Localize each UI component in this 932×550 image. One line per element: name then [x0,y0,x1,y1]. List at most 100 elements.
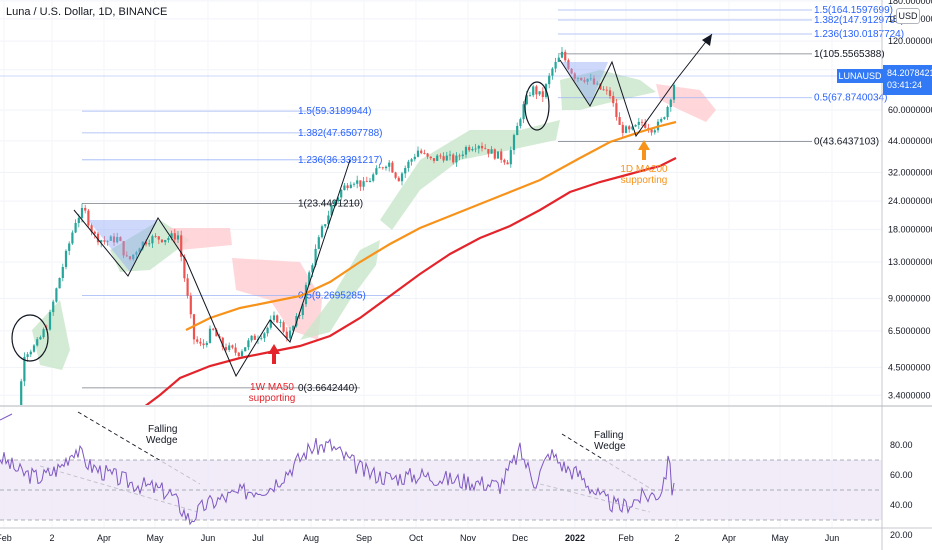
pattern-fill [88,220,158,272]
candle-body [541,91,544,98]
candle-body [432,158,436,161]
wedge1-upper-line [77,411,201,485]
chart-title: Luna / U.S. Dollar, 1D, BINANCE [6,6,168,18]
arrow-head [702,34,712,46]
candle-body [314,248,317,266]
candle-body [445,155,448,161]
candle-body [160,239,164,243]
candle-body [477,145,480,149]
ma50-label: 1W MA50 [250,382,294,393]
ma50-label-sub: supporting [249,393,296,404]
candle-body [423,153,426,154]
candle-body [391,162,394,173]
candle-body [471,149,474,151]
time-tick-label: Apr [97,533,111,543]
candle-body [183,256,186,279]
fib-level-label: 1.236(130.0187724) [814,29,904,40]
candle-body [343,185,346,191]
candle-body [93,231,96,234]
candle-body [224,347,228,350]
time-tick-label: Feb [0,533,12,543]
candle-body [346,185,349,189]
wedge2-label-sub: Wedge [594,441,626,452]
candle-body [637,121,640,125]
candle-body [404,168,407,174]
highlight-circle [524,81,550,131]
candle-body [503,159,506,163]
price-tick-label: 32.0000000 [888,167,932,177]
candle-body [125,255,128,257]
ma50-line [144,157,677,405]
candle-body [660,119,663,122]
candle-body [164,240,167,243]
candle-body [506,162,509,165]
candle-body [269,320,272,328]
candle-body [525,95,528,105]
candle-body [26,354,29,357]
candle-body [317,237,320,249]
candle-body [135,252,138,255]
last-price-box: 84.2078421 03:41:24 [883,65,932,95]
candle-body [64,250,68,267]
fib-level-label: 0.5(67.8740034) [814,93,887,104]
candle-body [560,51,564,58]
candle-body [375,168,378,175]
candle-body [634,124,637,127]
candle-body [36,339,39,346]
candle-body [333,201,336,206]
candle-body [90,225,93,232]
candle-body [663,117,666,120]
candle-body [439,155,442,157]
candle-body [580,77,583,81]
candle-body [567,60,570,69]
ma200-label-sub: supporting [621,175,668,186]
candle-body [644,122,647,128]
time-tick-label: Jul [252,533,264,543]
cloud-segment [232,258,322,340]
candle-body [605,89,608,91]
fib-level-label: 1(105.5565388) [814,49,885,60]
candle-body [464,147,468,155]
currency-button[interactable]: USD [896,8,920,24]
candle-body [247,340,250,348]
rsi-tick-label: 40.00 [890,500,913,510]
candle-body [80,207,84,218]
candle-body [244,347,247,352]
candle-body [48,312,52,330]
candle-body [452,154,455,163]
candle-body [365,181,368,183]
candle-body [407,161,410,169]
last-price-value: 84.2078421 [887,68,932,78]
candle-body [100,240,103,243]
candle-body [410,159,413,162]
candle-body [352,183,356,185]
candle-body [535,86,538,95]
candle-body [58,277,61,289]
rsi-pane [0,413,882,526]
candle-body [496,151,500,159]
candle-body [122,241,125,256]
ma200-support-arrow [638,140,650,160]
cloud-segment [656,84,716,122]
candle-body [55,288,58,302]
candle-body [29,351,32,355]
price-tick-label: 60.0000000 [888,105,932,115]
candle-body [272,315,276,321]
candle-body [573,73,576,79]
candle-body [260,338,263,340]
candle-body [298,315,301,317]
price-tick-label: 13.0000000 [888,257,932,267]
candle-body [208,328,212,343]
candle-body [490,149,493,154]
candle-body [180,235,183,257]
candle-body [384,166,388,169]
candle-body [68,243,71,251]
candle-body [84,207,87,211]
candle-body [653,130,656,133]
candle-body [372,174,375,181]
candle-body [493,149,496,159]
candle-body [528,95,532,97]
candle-body [215,329,218,337]
